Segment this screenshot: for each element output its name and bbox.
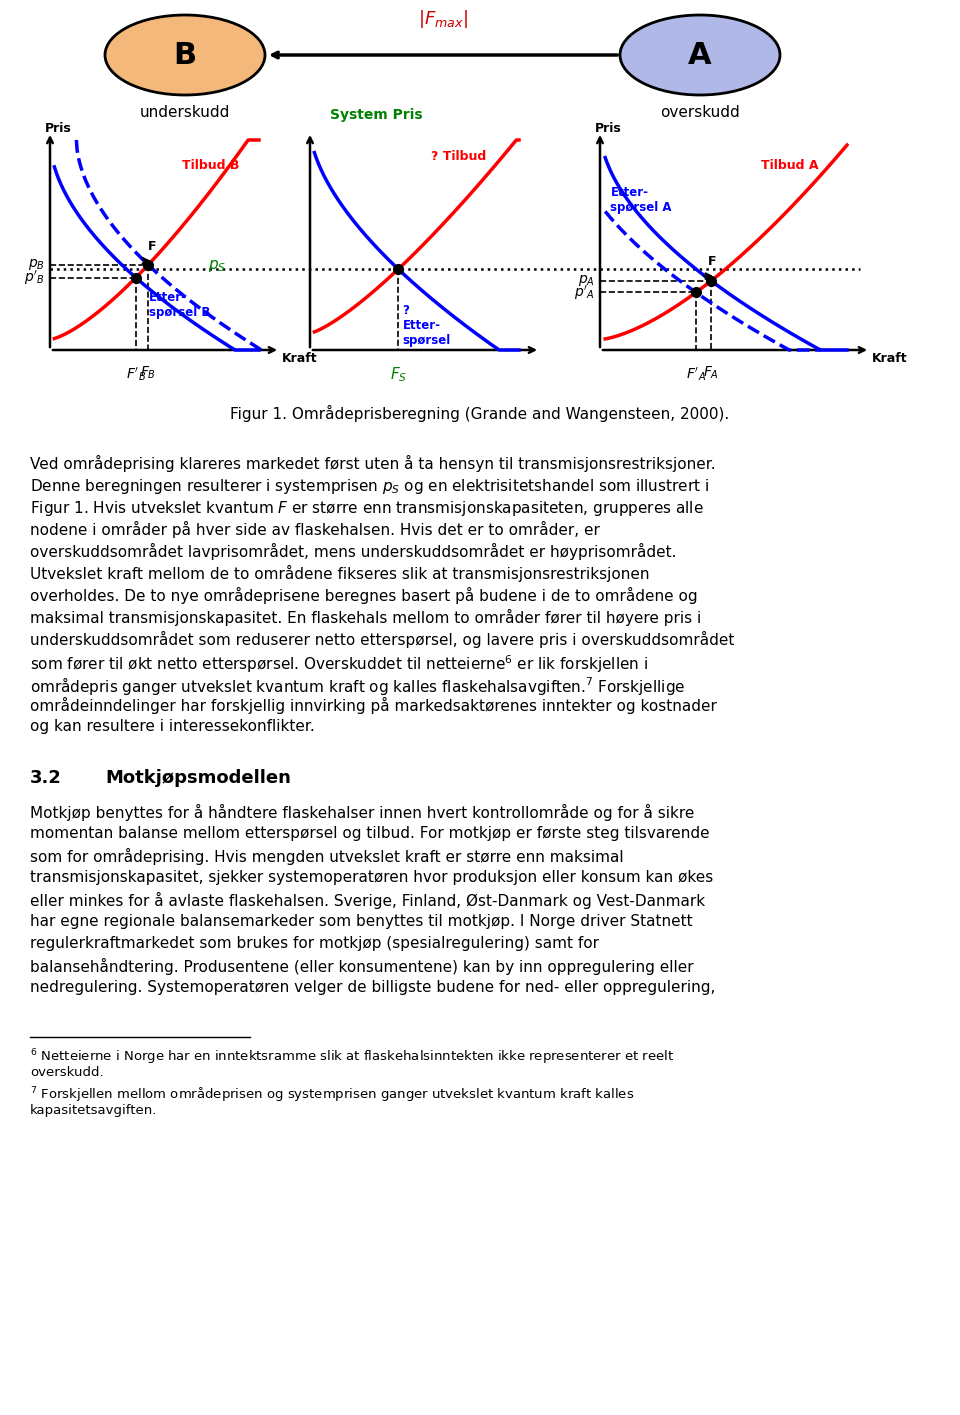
Text: kapasitetsavgiften.: kapasitetsavgiften. <box>30 1104 157 1116</box>
Text: Figur 1. Hvis utvekslet kvantum $F$ er større enn transmisjonskapasiteten, grupp: Figur 1. Hvis utvekslet kvantum $F$ er s… <box>30 499 704 518</box>
Text: $^7$ Forskjellen mellom områdeprisen og systemprisen ganger utvekslet kvantum kr: $^7$ Forskjellen mellom områdeprisen og … <box>30 1085 635 1105</box>
Text: $F_S$: $F_S$ <box>390 365 407 383</box>
Text: overskudd: overskudd <box>660 105 740 120</box>
Text: A: A <box>688 41 711 69</box>
Text: overskuddsområdet lavprisområdet, mens underskuddsområdet er høyprisområdet.: overskuddsområdet lavprisområdet, mens u… <box>30 543 677 560</box>
Text: har egne regionale balansemarkeder som benyttes til motkjøp. I Norge driver Stat: har egne regionale balansemarkeder som b… <box>30 914 692 930</box>
Ellipse shape <box>620 16 780 95</box>
Text: regulerkraftmarkedet som brukes for motkjøp (spesialregulering) samt for: regulerkraftmarkedet som brukes for motk… <box>30 935 599 951</box>
Text: $\mathbf{F}$: $\mathbf{F}$ <box>147 239 156 253</box>
Text: $F'_B$: $F'_B$ <box>126 365 146 382</box>
Text: nodene i områder på hver side av flaskehalsen. Hvis det er to områder, er: nodene i områder på hver side av flaskeh… <box>30 521 600 538</box>
Text: Pris: Pris <box>595 122 622 134</box>
Text: $p_S$: $p_S$ <box>208 258 227 275</box>
Text: underskuddsområdet som reduserer netto etterspørsel, og lavere pris i overskudds: underskuddsområdet som reduserer netto e… <box>30 631 734 648</box>
Text: overskudd.: overskudd. <box>30 1065 104 1080</box>
Text: $p'_B$: $p'_B$ <box>24 269 45 287</box>
Text: ? Tilbud: ? Tilbud <box>431 150 487 163</box>
Text: Pris: Pris <box>45 122 72 134</box>
Text: Motkjøp benyttes for å håndtere flaskehalser innen hvert kontrollområde og for å: Motkjøp benyttes for å håndtere flaskeha… <box>30 804 694 821</box>
Text: som for områdeprising. Hvis mengden utvekslet kraft er større enn maksimal: som for områdeprising. Hvis mengden utve… <box>30 848 624 865</box>
Text: maksimal transmisjonskapasitet. En flaskehals mellom to områder fører til høyere: maksimal transmisjonskapasitet. En flask… <box>30 608 701 625</box>
Text: ?
Etter-
spørsel: ? Etter- spørsel <box>402 304 450 347</box>
Text: $^6$ Netteierne i Norge har en inntektsramme slik at flaskehalsinntekten ikke re: $^6$ Netteierne i Norge har en inntektsr… <box>30 1047 674 1067</box>
Text: B: B <box>174 41 197 69</box>
Text: $p_A$: $p_A$ <box>578 273 595 289</box>
Text: Etter-
spørsel B: Etter- spørsel B <box>149 291 210 320</box>
Text: $F'_A$: $F'_A$ <box>685 365 706 382</box>
Text: Motkjøpsmodellen: Motkjøpsmodellen <box>105 768 291 787</box>
Ellipse shape <box>105 16 265 95</box>
Text: og kan resultere i interessekonflikter.: og kan resultere i interessekonflikter. <box>30 719 315 734</box>
Text: transmisjonskapasitet, sjekker systemoperatøren hvor produksjon eller konsum kan: transmisjonskapasitet, sjekker systemope… <box>30 870 713 884</box>
Text: Kraft: Kraft <box>282 352 318 365</box>
Text: Kraft: Kraft <box>872 352 907 365</box>
Text: $\mathbf{F}$: $\mathbf{F}$ <box>707 255 716 267</box>
Text: Ved områdeprising klareres markedet først uten å ta hensyn til transmisjonsrestr: Ved områdeprising klareres markedet førs… <box>30 456 715 473</box>
Text: $F_A$: $F_A$ <box>703 365 719 382</box>
Text: $F_B$: $F_B$ <box>140 365 156 382</box>
Text: Denne beregningen resulterer i systemprisen $p_S$ og en elektrisitetshandel som : Denne beregningen resulterer i systempri… <box>30 477 709 497</box>
Text: System Pris: System Pris <box>329 108 422 122</box>
Text: overholdes. De to nye områdeprisene beregnes basert på budene i de to områdene o: overholdes. De to nye områdeprisene bere… <box>30 587 698 604</box>
Text: Etter-
spørsel A: Etter- spørsel A <box>611 187 672 214</box>
Text: eller minkes for å avlaste flaskehalsen. Sverige, Finland, Øst-Danmark og Vest-D: eller minkes for å avlaste flaskehalsen.… <box>30 891 706 908</box>
Text: områdepris ganger utvekslet kvantum kraft og kalles flaskehalsavgiften.$^7$ Fors: områdepris ganger utvekslet kvantum kraf… <box>30 675 685 698</box>
Text: områdeinndelinger har forskjellig innvirking på markedsaktørenes inntekter og ko: områdeinndelinger har forskjellig innvir… <box>30 698 717 715</box>
Text: momentan balanse mellom etterspørsel og tilbud. For motkjøp er første steg tilsv: momentan balanse mellom etterspørsel og … <box>30 826 709 841</box>
Text: $p'_A$: $p'_A$ <box>574 283 595 301</box>
Text: som fører til økt netto etterspørsel. Overskuddet til netteierne$^6$ er lik fors: som fører til økt netto etterspørsel. Ov… <box>30 652 648 675</box>
Text: underskudd: underskudd <box>140 105 230 120</box>
Text: Utvekslet kraft mellom de to områdene fikseres slik at transmisjonsrestriksjonen: Utvekslet kraft mellom de to områdene fi… <box>30 565 650 582</box>
Text: 3.2: 3.2 <box>30 768 61 787</box>
Text: nedregulering. Systemoperatøren velger de billigste budene for ned- eller oppreg: nedregulering. Systemoperatøren velger d… <box>30 981 715 995</box>
Text: $p_B$: $p_B$ <box>28 258 45 272</box>
Text: balansehåndtering. Produsentene (eller konsumentene) kan by inn oppregulering el: balansehåndtering. Produsentene (eller k… <box>30 958 694 975</box>
Text: Figur 1. Områdeprisberegning (Grande and Wangensteen, 2000).: Figur 1. Områdeprisberegning (Grande and… <box>230 405 730 422</box>
Text: Tilbud A: Tilbud A <box>761 158 819 171</box>
Text: Tilbud B: Tilbud B <box>182 158 239 171</box>
Text: $|F_{max}|$: $|F_{max}|$ <box>418 8 468 30</box>
